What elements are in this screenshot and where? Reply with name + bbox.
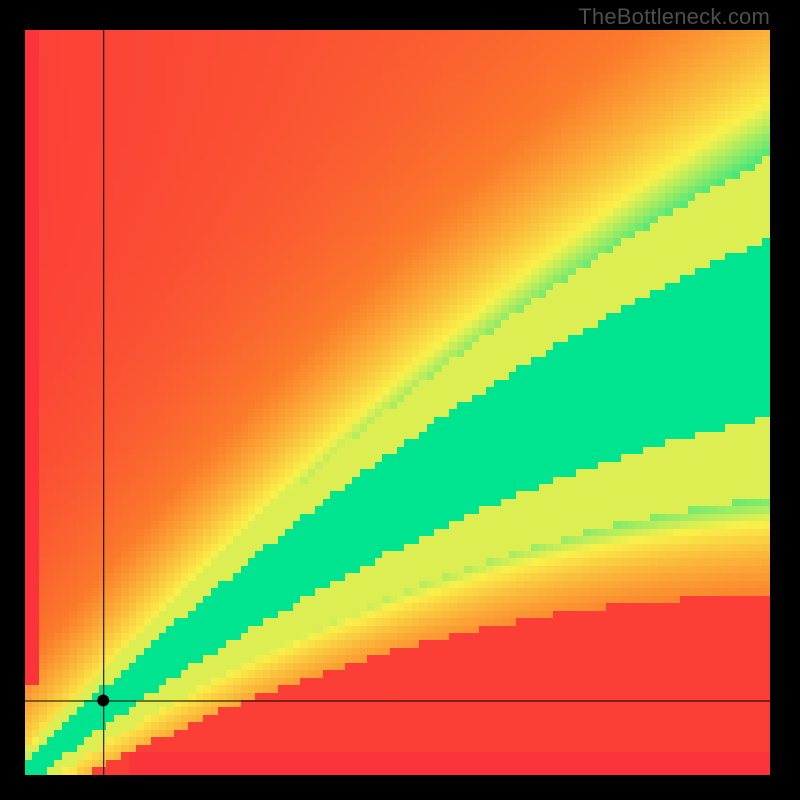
chart-container: TheBottleneck.com — [0, 0, 800, 800]
watermark-text: TheBottleneck.com — [578, 4, 770, 30]
heatmap-plot — [25, 30, 770, 775]
